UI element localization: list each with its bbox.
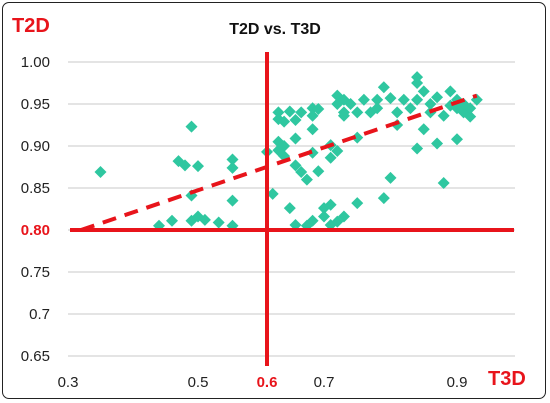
data-point: [226, 161, 239, 174]
data-point: [272, 106, 285, 119]
data-point: [289, 113, 302, 126]
data-point: [324, 151, 337, 164]
data-point: [289, 132, 302, 145]
data-point: [384, 171, 397, 184]
data-point: [266, 187, 279, 200]
data-point: [306, 109, 319, 122]
data-point: [371, 93, 384, 106]
data-point: [391, 106, 404, 119]
data-point: [226, 194, 239, 207]
data-point: [437, 176, 450, 189]
data-point: [377, 81, 390, 94]
y-tick-label: 0.75: [21, 264, 50, 281]
y-tick-label: 0.90: [21, 138, 50, 155]
data-point: [351, 197, 364, 210]
data-point: [371, 102, 384, 115]
data-point: [411, 77, 424, 89]
data-point: [212, 216, 225, 229]
data-point: [278, 140, 291, 152]
data-point: [306, 146, 319, 159]
y-tick-label: 0.7: [29, 306, 50, 323]
data-point: [300, 173, 313, 186]
chart-frame: [2, 2, 546, 399]
data-point: [464, 102, 477, 115]
data-point: [337, 210, 350, 223]
x-axis-title: T3D: [488, 368, 526, 390]
data-point: [312, 103, 325, 116]
data-point: [312, 165, 325, 178]
data-point: [351, 106, 364, 119]
data-point: [451, 133, 463, 146]
x-tick-label: 0.5: [188, 374, 209, 391]
data-point: [166, 214, 178, 227]
y-tick-label: 0.80: [21, 222, 50, 239]
y-axis-title: T2D: [12, 15, 50, 37]
data-point: [351, 131, 364, 144]
data-point: [337, 109, 350, 122]
data-point: [424, 98, 437, 110]
data-point: [94, 166, 107, 179]
x-tick-label: 0.3: [58, 374, 79, 391]
data-point: [192, 160, 204, 173]
data-point: [431, 91, 444, 104]
data-point: [278, 115, 291, 128]
data-point: [306, 214, 319, 227]
data-point: [324, 198, 337, 211]
data-point: [198, 213, 211, 226]
data-point: [295, 106, 308, 119]
data-point: [404, 102, 417, 115]
data-point: [357, 93, 370, 106]
trend-line: [80, 93, 478, 232]
data-point: [295, 166, 308, 179]
y-tick-label: 0.65: [21, 348, 50, 365]
data-point: [417, 85, 430, 98]
data-point: [226, 153, 239, 166]
y-tick-label: 0.95: [21, 96, 50, 113]
data-point: [437, 109, 450, 122]
data-point: [411, 142, 424, 155]
data-point: [185, 120, 198, 133]
trendline: [80, 93, 478, 232]
x-tick-labels: 0.3 0.5 0.6 0.7 0.9: [58, 374, 468, 391]
data-point: [444, 85, 457, 98]
data-point: [289, 218, 302, 231]
y-tick-label: 0.85: [21, 180, 50, 197]
data-point: [417, 123, 430, 136]
y-tick-label: 1.00: [21, 54, 50, 71]
x-tick-label: 0.9: [447, 374, 468, 391]
data-point: [411, 93, 424, 106]
reference-lines: [70, 52, 514, 366]
data-point: [397, 93, 410, 106]
data-point: [384, 92, 397, 105]
data-point: [344, 98, 357, 110]
chart-title: T2D vs. T3D: [229, 21, 321, 38]
data-point: [331, 145, 344, 158]
data-point: [179, 159, 191, 172]
data-point: [289, 159, 302, 172]
data-point: [318, 210, 330, 223]
x-tick-label: 0.7: [314, 374, 335, 391]
data-points: [94, 71, 483, 232]
data-point: [306, 123, 319, 136]
y-tick-labels: 1.00 0.95 0.90 0.85 0.80 0.75 0.7 0.65: [21, 54, 50, 365]
data-point: [377, 192, 390, 205]
data-point: [464, 110, 477, 123]
data-point: [283, 202, 296, 215]
data-point: [283, 105, 296, 118]
data-point: [431, 137, 444, 150]
x-tick-label: 0.6: [257, 374, 278, 391]
